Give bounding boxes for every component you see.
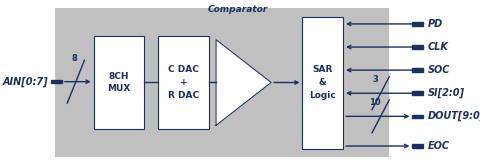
Text: Comparator: Comparator [207, 5, 268, 14]
Text: 8: 8 [72, 54, 77, 63]
Polygon shape [216, 40, 271, 125]
Bar [412, 22, 423, 26]
Text: EOC: EOC [428, 141, 450, 151]
Bar [94, 36, 144, 129]
Text: 8CH
MUX: 8CH MUX [107, 72, 131, 93]
Text: SOC: SOC [428, 65, 450, 75]
Text: 10: 10 [369, 98, 381, 107]
Bar [412, 45, 423, 49]
Bar [412, 144, 423, 148]
Bar [55, 8, 389, 157]
Bar [412, 68, 423, 72]
Text: DOUT[9:0]: DOUT[9:0] [428, 111, 480, 121]
Text: PD: PD [428, 19, 443, 29]
Text: CLK: CLK [428, 42, 448, 52]
Bar [412, 91, 423, 95]
Text: SI[2:0]: SI[2:0] [428, 88, 465, 98]
Text: AIN[0:7]: AIN[0:7] [2, 77, 48, 87]
Text: 3: 3 [372, 75, 378, 84]
Text: SAR
&
Logic: SAR & Logic [310, 66, 336, 99]
Bar [158, 36, 209, 129]
Bar [51, 80, 62, 83]
Text: C DAC
+
R DAC: C DAC + R DAC [168, 66, 199, 99]
Bar [302, 16, 343, 148]
Bar [412, 115, 423, 118]
